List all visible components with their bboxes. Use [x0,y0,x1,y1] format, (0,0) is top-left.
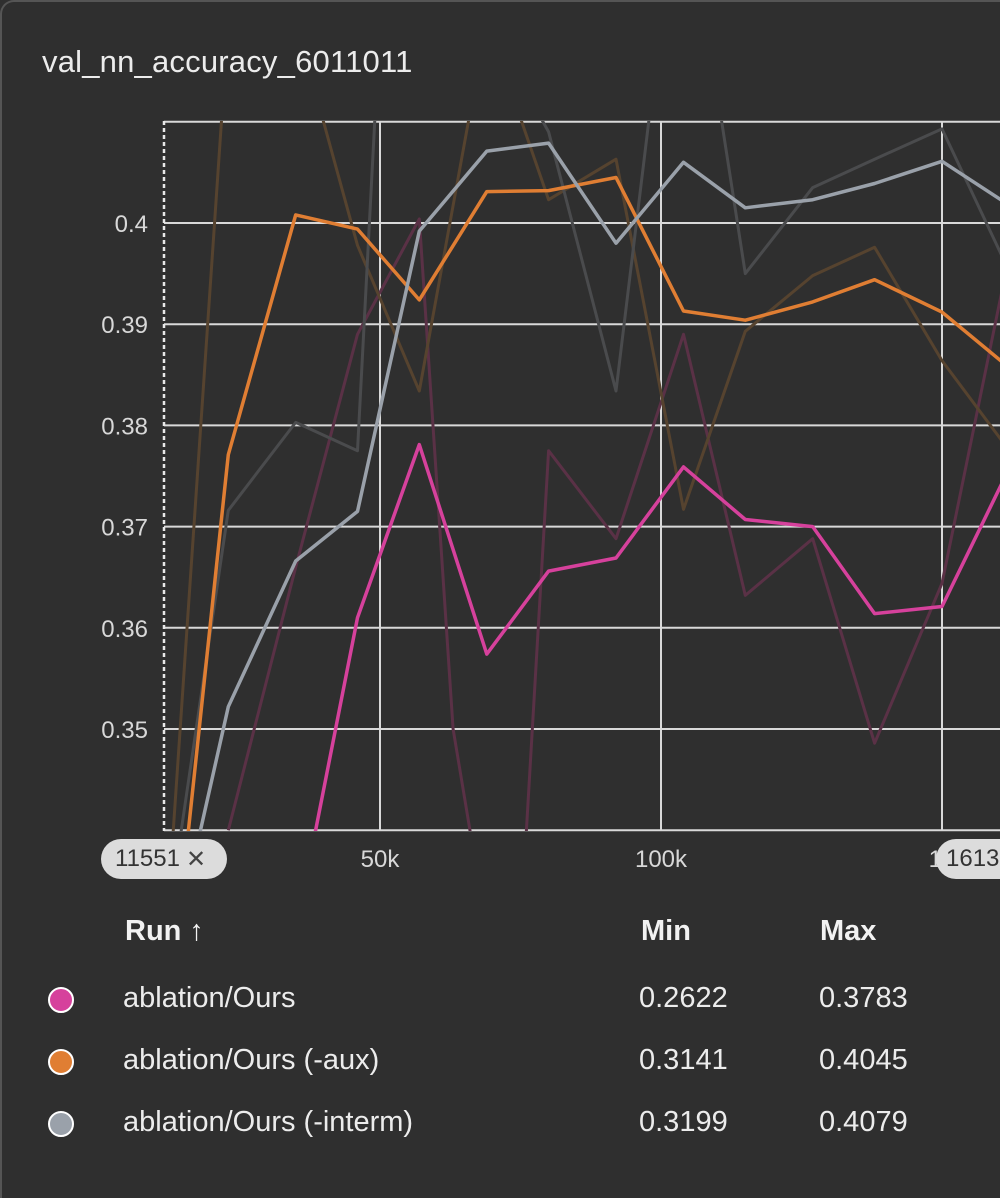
range-start-label: 11551 [115,845,180,872]
column-header-min[interactable]: Min [641,915,691,947]
run-max: 0.4079 [819,1106,908,1138]
run-name: ablation/Ours (-aux) [123,1044,380,1076]
series-color-dot-icon [48,1111,74,1137]
series-line[interactable] [178,175,1000,901]
column-header-run[interactable]: Run ↑ [125,915,204,947]
y-tick-label: 0.39 [101,312,148,339]
x-tick-labels: 50k100k15 [361,846,956,873]
run-name: ablation/Ours (-interm) [123,1106,414,1138]
run-name: ablation/Ours [123,982,296,1014]
y-tick-label: 0.37 [101,515,148,542]
x-tick-label: 50k [361,846,401,873]
close-icon[interactable]: ✕ [185,845,207,873]
range-end-label: 1613 [946,845,1000,872]
run-min: 0.3141 [639,1044,728,1076]
series-line[interactable] [296,442,1000,900]
raw-series-line [179,121,1000,831]
run-min: 0.3199 [639,1106,728,1138]
run-min: 0.2622 [639,982,728,1014]
y-tick-label: 0.4 [115,211,148,238]
legend-row[interactable]: ablation/Ours 0.2622 0.3783 [0,980,1000,1020]
chart-title: val_nn_accuracy_6011011 [42,44,413,79]
y-tick-labels: 0.35 0.36 0.37 0.38 0.39 0.4 [101,211,148,744]
series-color-dot-icon [48,987,74,1013]
run-max: 0.3783 [819,982,908,1014]
smoothed-series-lines [178,141,1000,901]
grid-lines [164,120,1000,832]
raw-series-line [171,121,1000,831]
column-header-max[interactable]: Max [820,915,877,947]
run-max: 0.4045 [819,1044,908,1076]
y-tick-label: 0.36 [101,616,148,643]
series-color-dot-icon [48,1049,74,1075]
raw-series-lines [171,121,1000,831]
series-line[interactable] [178,141,1000,900]
legend-row[interactable]: ablation/Ours (-interm) 0.3199 0.4079 [0,1104,1000,1144]
line-chart[interactable]: 0.350.360.370.380.390.4 50k100k15 [0,0,1000,900]
range-end-pill[interactable]: 1613 [936,839,1000,879]
legend-row[interactable]: ablation/Ours (-aux) 0.3141 0.4045 [0,1042,1000,1082]
range-start-pill[interactable]: 11551 ✕ [101,839,227,879]
x-tick-label: 100k [635,846,688,873]
y-tick-label: 0.35 [101,717,148,744]
y-tick-label: 0.38 [101,413,148,440]
